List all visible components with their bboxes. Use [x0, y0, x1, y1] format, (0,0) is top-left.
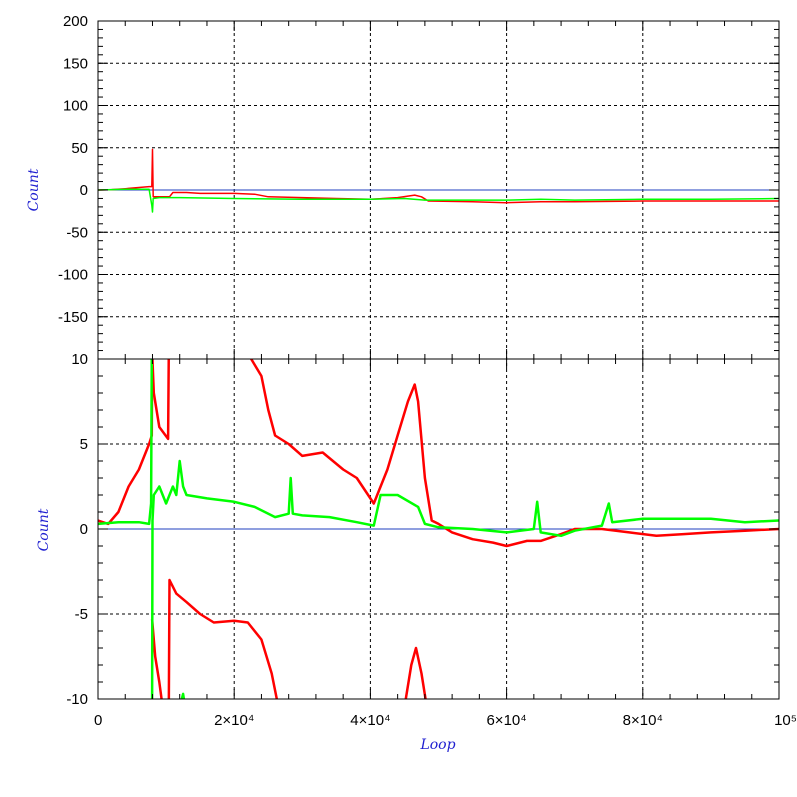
x-tick-label: 0 [94, 712, 102, 729]
bottom-panel-series [98, 359, 779, 699]
bottom-series-red-line [167, 578, 279, 699]
bottom-y-tick-label: 10 [71, 351, 88, 368]
top-panel-y-axis-title: Count [26, 168, 42, 211]
bottom-y-tick-label: 0 [80, 521, 88, 538]
bottom-series-green-line [180, 692, 186, 699]
x-tick-label: 4×10⁴ [350, 712, 390, 729]
x-tick-label: 2×10⁴ [214, 712, 254, 729]
top-y-tick-label: 0 [80, 182, 88, 199]
top-y-tick-label: -150 [58, 309, 88, 326]
bottom-y-tick-label: -10 [66, 691, 88, 708]
bottom-panel-y-axis-title: Count [36, 508, 52, 551]
x-axis-title: Loop [419, 737, 455, 753]
top-y-tick-label: 100 [63, 98, 88, 115]
x-tick-label: 10⁵ [774, 712, 797, 729]
bottom-y-tick-label: 5 [80, 436, 88, 453]
bottom-series-green-line [150, 459, 779, 699]
bottom-series-green-line [98, 359, 154, 526]
x-tick-label: 8×10⁴ [623, 712, 663, 729]
x-tick-label: 6×10⁴ [486, 712, 526, 729]
top-y-tick-label: -50 [66, 224, 88, 241]
bottom-series-red-line [150, 618, 163, 699]
plot-frame [97, 20, 780, 700]
axis-ticks [97, 20, 780, 700]
top-series-red-line [98, 148, 779, 204]
bottom-series-red-line [404, 646, 427, 699]
grid-lines [98, 21, 779, 699]
bottom-series-red-line [151, 359, 170, 441]
top-y-tick-label: 150 [63, 55, 88, 72]
top-y-tick-label: 200 [63, 13, 88, 30]
bottom-series-red-line [98, 359, 154, 526]
top-y-tick-label: -100 [58, 267, 88, 284]
bottom-series-red-line [249, 359, 779, 548]
top-y-tick-label: 50 [71, 140, 88, 157]
top-panel-series [98, 148, 779, 213]
top-series-green-line [98, 188, 779, 213]
zero-lines [98, 189, 779, 530]
bottom-y-tick-label: -5 [75, 606, 88, 623]
